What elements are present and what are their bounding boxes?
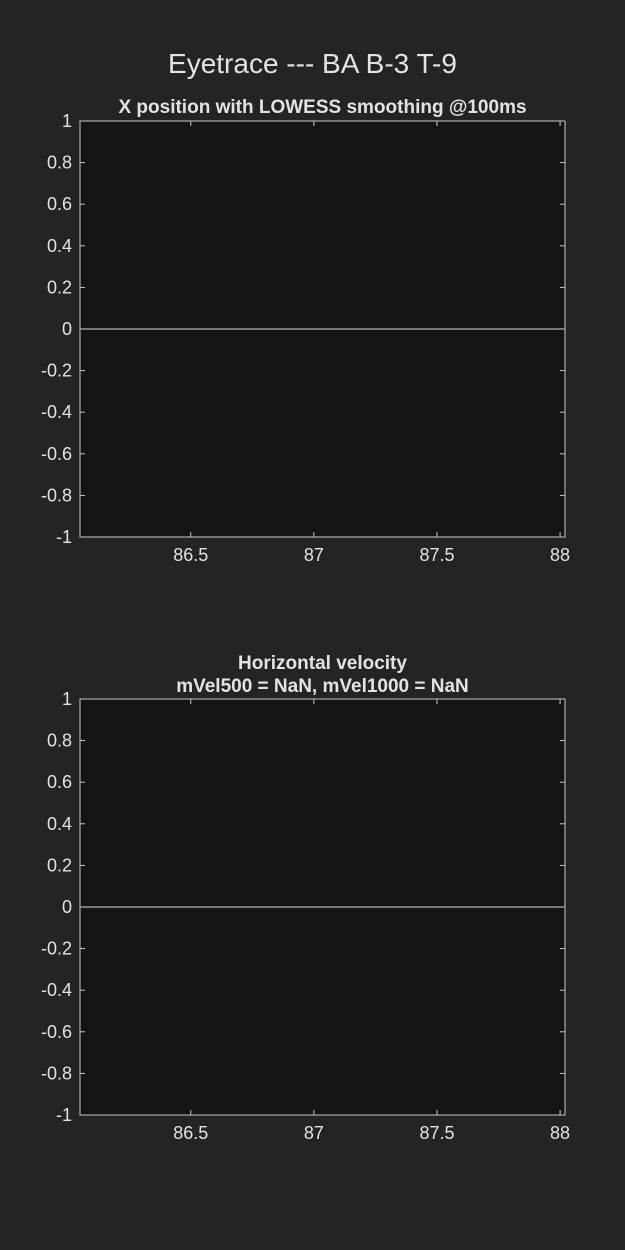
y-tick-label: 1: [62, 111, 72, 131]
y-tick-label: -1: [56, 1105, 72, 1125]
plot-title: Horizontal velocity: [238, 653, 407, 674]
plot-subtitle: mVel500 = NaN, mVel1000 = NaN: [176, 676, 469, 697]
x-tick-label: 87.5: [419, 545, 454, 565]
y-tick-label: -0.4: [41, 402, 72, 422]
x-tick-label: 86.5: [173, 1123, 208, 1143]
y-tick-label: 0: [62, 319, 72, 339]
x-tick-label: 87.5: [419, 1123, 454, 1143]
x-tick-label: 88: [550, 1123, 570, 1143]
y-tick-label: 0.6: [47, 194, 72, 214]
y-tick-label: -0.8: [41, 485, 72, 505]
x-tick-label: 86.5: [173, 545, 208, 565]
y-tick-label: 0.2: [47, 277, 72, 297]
y-tick-label: -1: [56, 527, 72, 547]
y-tick-label: -0.2: [41, 361, 72, 381]
y-tick-label: -0.6: [41, 444, 72, 464]
x-position-plot: X position with LOWESS smoothing @100ms 1…: [41, 97, 570, 565]
y-tick-label: 0: [62, 897, 72, 917]
y-tick-label: 0.8: [47, 153, 72, 173]
figure-title: Eyetrace --- BA B-3 T-9: [168, 48, 457, 79]
y-tick-label: -0.8: [41, 1063, 72, 1083]
y-tick-label: 0.4: [47, 236, 72, 256]
y-tick-label: 0.6: [47, 772, 72, 792]
y-tick-label: -0.2: [41, 939, 72, 959]
plot-title: X position with LOWESS smoothing @100ms: [118, 97, 526, 118]
y-tick-label: -0.4: [41, 980, 72, 1000]
x-tick-label: 87: [304, 545, 324, 565]
x-tick-label: 87: [304, 1123, 324, 1143]
y-tick-label: 0.4: [47, 814, 72, 834]
y-tick-label: 1: [62, 689, 72, 709]
x-tick-label: 88: [550, 545, 570, 565]
y-tick-label: 0.2: [47, 855, 72, 875]
y-tick-label: -0.6: [41, 1022, 72, 1042]
y-tick-label: 0.8: [47, 731, 72, 751]
